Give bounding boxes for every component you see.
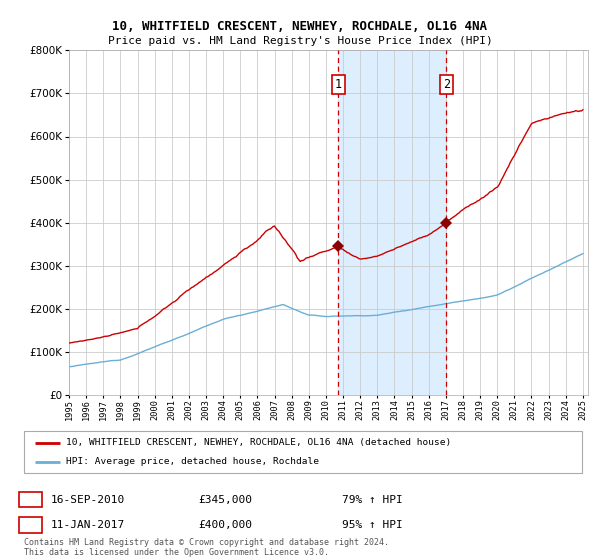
Text: 16-SEP-2010: 16-SEP-2010 <box>51 494 125 505</box>
Bar <box>338 50 446 395</box>
Text: 10, WHITFIELD CRESCENT, NEWHEY, ROCHDALE, OL16 4NA: 10, WHITFIELD CRESCENT, NEWHEY, ROCHDALE… <box>113 20 487 32</box>
Text: 11-JAN-2017: 11-JAN-2017 <box>51 520 125 530</box>
Text: Contains HM Land Registry data © Crown copyright and database right 2024.
This d: Contains HM Land Registry data © Crown c… <box>24 538 389 557</box>
Text: Price paid vs. HM Land Registry's House Price Index (HPI): Price paid vs. HM Land Registry's House … <box>107 36 493 46</box>
Text: £345,000: £345,000 <box>198 494 252 505</box>
Text: 2: 2 <box>27 519 34 532</box>
Text: 1: 1 <box>27 493 34 506</box>
Text: 10, WHITFIELD CRESCENT, NEWHEY, ROCHDALE, OL16 4NA (detached house): 10, WHITFIELD CRESCENT, NEWHEY, ROCHDALE… <box>66 438 451 447</box>
Text: 79% ↑ HPI: 79% ↑ HPI <box>342 494 403 505</box>
Text: 2: 2 <box>443 78 450 91</box>
Text: £400,000: £400,000 <box>198 520 252 530</box>
FancyBboxPatch shape <box>24 431 582 473</box>
Text: 95% ↑ HPI: 95% ↑ HPI <box>342 520 403 530</box>
Text: HPI: Average price, detached house, Rochdale: HPI: Average price, detached house, Roch… <box>66 458 319 466</box>
Text: 1: 1 <box>335 78 342 91</box>
